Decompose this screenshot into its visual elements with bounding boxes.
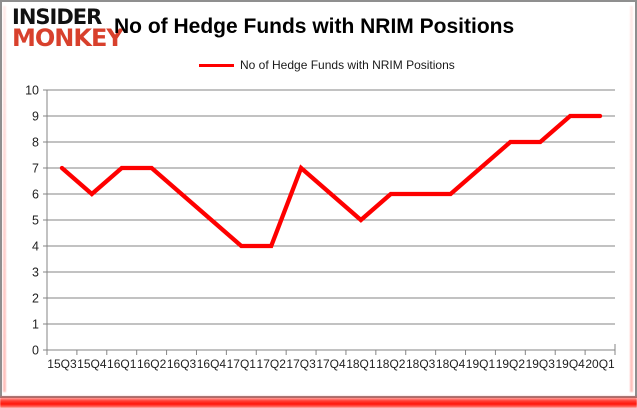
x-axis-label: 18Q4 xyxy=(436,357,466,371)
x-axis-label: 16Q3 xyxy=(167,357,197,371)
series-line xyxy=(59,113,603,249)
legend-line-swatch xyxy=(199,63,234,67)
x-axis-label: 18Q2 xyxy=(376,357,406,371)
legend-label: No of Hedge Funds with NRIM Positions xyxy=(240,58,455,72)
x-axis-label: 16Q2 xyxy=(137,357,167,371)
x-axis-label: 19Q4 xyxy=(555,357,585,371)
y-axis-label: 10 xyxy=(25,84,39,98)
x-axis-label: 15Q3 xyxy=(47,357,77,371)
x-axis-label: 15Q4 xyxy=(77,357,107,371)
x-axis-label: 16Q1 xyxy=(107,357,137,371)
x-axis-label: 19Q3 xyxy=(526,357,556,371)
x-axis-label: 18Q1 xyxy=(346,357,376,371)
y-axis-label: 9 xyxy=(32,110,39,124)
x-axis-label: 17Q4 xyxy=(316,357,346,371)
y-axis-label: 7 xyxy=(32,162,39,176)
y-axis-label: 5 xyxy=(32,214,39,228)
x-axis-label: 17Q2 xyxy=(257,357,287,371)
left-red-glow xyxy=(3,6,6,392)
y-axis-label: 4 xyxy=(32,240,39,254)
y-axis-label: 3 xyxy=(32,266,39,280)
chart-legend: No of Hedge Funds with NRIM Positions xyxy=(199,58,455,72)
x-axis-label: 19Q1 xyxy=(466,357,496,371)
y-axis-label: 0 xyxy=(32,344,39,358)
x-axis-label: 16Q4 xyxy=(197,357,227,371)
chart-title: No of Hedge Funds with NRIM Positions xyxy=(114,15,515,38)
x-axis-label: 18Q3 xyxy=(406,357,436,371)
y-axis-label: 6 xyxy=(32,188,39,202)
right-red-glow xyxy=(630,6,633,392)
x-axis-label: 20Q1 xyxy=(585,357,615,371)
y-axis-label: 1 xyxy=(32,318,39,332)
x-axis-label: 17Q3 xyxy=(286,357,316,371)
logo-insider-text: INSIDER xyxy=(12,5,102,29)
x-axis-label: 19Q2 xyxy=(496,357,526,371)
bottom-red-glow xyxy=(0,395,637,408)
chart-frame xyxy=(0,0,637,398)
y-axis-label: 2 xyxy=(32,292,39,306)
x-axis-label: 17Q1 xyxy=(227,357,257,371)
insider-monkey-logo[interactable]: INSIDER MONKEY xyxy=(12,5,124,52)
y-axis-label: 8 xyxy=(32,136,39,150)
logo-monkey-text: MONKEY xyxy=(12,24,124,52)
